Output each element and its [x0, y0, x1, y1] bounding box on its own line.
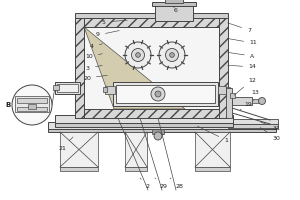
Bar: [152, 129, 164, 134]
Bar: [57, 84, 78, 92]
Bar: [55, 82, 80, 94]
Bar: [60, 167, 98, 171]
Circle shape: [125, 42, 151, 68]
Circle shape: [155, 91, 161, 97]
Text: 13: 13: [251, 90, 259, 101]
Bar: [228, 124, 278, 128]
Bar: [103, 87, 107, 92]
Text: 20: 20: [83, 75, 107, 80]
Bar: [152, 2, 196, 6]
Text: 6: 6: [174, 7, 178, 12]
Text: 3: 3: [86, 65, 102, 71]
Bar: [218, 86, 226, 94]
Text: 2: 2: [140, 178, 150, 188]
Text: 29: 29: [155, 178, 167, 188]
Bar: [75, 18, 84, 118]
Bar: [75, 18, 228, 27]
Circle shape: [166, 48, 178, 62]
Circle shape: [136, 53, 140, 57]
Text: 28: 28: [170, 178, 183, 188]
Bar: [28, 104, 36, 109]
Bar: [113, 82, 218, 106]
Bar: [232, 97, 252, 105]
Text: 12: 12: [234, 77, 256, 95]
Bar: [84, 27, 219, 109]
Bar: [252, 99, 260, 103]
Bar: [165, 0, 183, 3]
Polygon shape: [84, 27, 185, 109]
Bar: [75, 13, 228, 18]
Bar: [125, 167, 147, 171]
Text: 19: 19: [240, 102, 252, 110]
Circle shape: [259, 98, 266, 104]
Bar: [228, 119, 278, 124]
Text: 14: 14: [228, 64, 256, 70]
Text: 10: 10: [85, 54, 102, 60]
Bar: [15, 96, 49, 112]
Bar: [55, 123, 233, 127]
Bar: [55, 115, 233, 123]
Bar: [125, 132, 147, 167]
Circle shape: [154, 132, 162, 140]
Bar: [226, 88, 232, 118]
Bar: [17, 107, 47, 111]
Text: B: B: [5, 102, 10, 108]
Text: 30: 30: [260, 128, 280, 140]
Bar: [226, 87, 230, 92]
Text: A: A: [228, 52, 254, 58]
Bar: [230, 93, 235, 98]
Circle shape: [159, 42, 185, 68]
Text: 4: 4: [90, 44, 102, 49]
Bar: [219, 18, 228, 118]
Circle shape: [170, 53, 174, 57]
Text: 7: 7: [228, 23, 251, 32]
Circle shape: [151, 87, 165, 101]
Bar: [116, 85, 215, 103]
Circle shape: [12, 85, 52, 125]
Text: 21: 21: [58, 137, 73, 150]
Bar: [155, 5, 193, 21]
Bar: [60, 132, 98, 167]
Text: 11: 11: [228, 38, 257, 46]
Text: 5: 5: [102, 20, 127, 24]
Bar: [17, 98, 47, 103]
Bar: [48, 129, 276, 132]
Bar: [105, 86, 115, 94]
Bar: [53, 85, 59, 90]
Bar: [75, 109, 228, 118]
Text: 9: 9: [96, 31, 119, 38]
Text: 31: 31: [261, 122, 280, 130]
Circle shape: [131, 48, 145, 62]
Bar: [48, 122, 276, 129]
Bar: [195, 167, 230, 171]
Bar: [195, 132, 230, 167]
Text: 1: 1: [197, 126, 228, 142]
